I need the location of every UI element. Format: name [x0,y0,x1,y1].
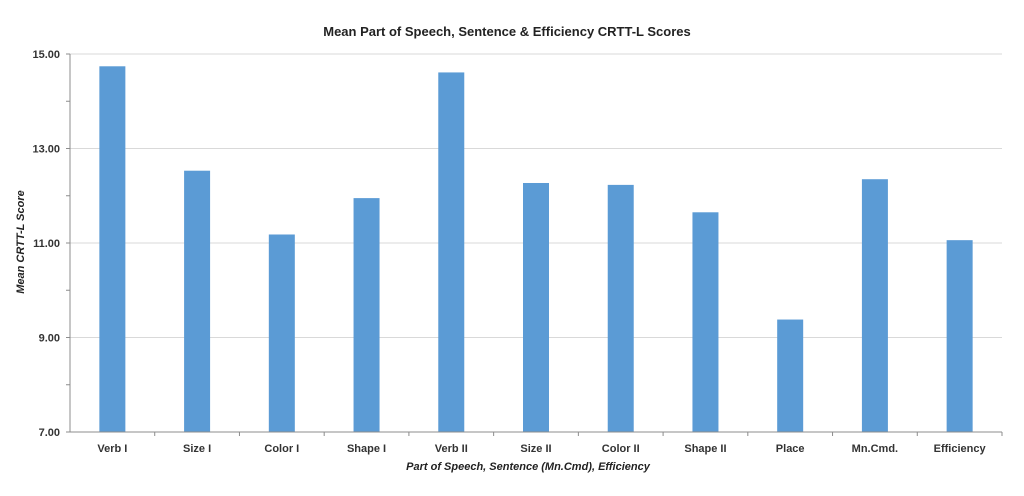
x-axis: Verb I Size I Color I Shape I Verb II Size II… [70,431,1003,455]
x-tick-label: Shape II [684,443,726,455]
y-tick-label: 9.00 [39,333,60,345]
bar [607,184,634,432]
x-tick-label: Mn.Cmd. [852,443,898,455]
bar [99,66,126,432]
bar [777,319,804,432]
bar [523,182,549,432]
bar [861,179,888,432]
x-tick-label: Efficiency [934,443,987,455]
bar [438,72,465,433]
bar [184,170,211,432]
x-tick-label: Size II [520,443,551,455]
x-tick-label: Color I [264,443,299,455]
bar [353,198,380,432]
x-tick-label: Place [776,443,805,455]
bar [268,234,295,432]
chart-title: Mean Part of Speech, Sentence & Efficien… [323,24,690,39]
y-tick-label: 7.00 [39,427,60,439]
x-axis-label: Part of Speech, Sentence (Mn.Cmd), Effic… [406,461,651,473]
y-axis-label: Mean CRTT-L Score [15,190,27,294]
bar [946,240,973,432]
x-tick-label: Size I [183,443,211,455]
bars [99,66,973,433]
y-tick-label: 15.00 [32,49,60,61]
x-tick-label: Verb II [435,443,468,455]
y-tick-label: 13.00 [32,144,60,156]
y-tick-label: 11.00 [33,238,60,250]
x-tick-label: Verb I [97,443,127,455]
x-tick-label: Shape I [347,443,386,455]
y-axis: 7.00 9.00 11.00 13.00 15.00 [32,49,71,439]
bar [692,212,719,432]
x-tick-label: Color II [602,443,640,455]
